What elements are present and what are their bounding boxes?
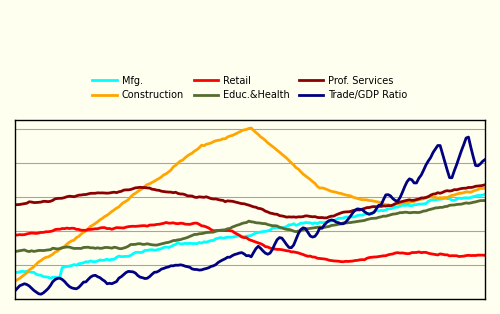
Legend: Mfg., Construction, Retail, Educ.&Health, Prof. Services, Trade/GDP Ratio: Mfg., Construction, Retail, Educ.&Health… — [88, 72, 411, 104]
